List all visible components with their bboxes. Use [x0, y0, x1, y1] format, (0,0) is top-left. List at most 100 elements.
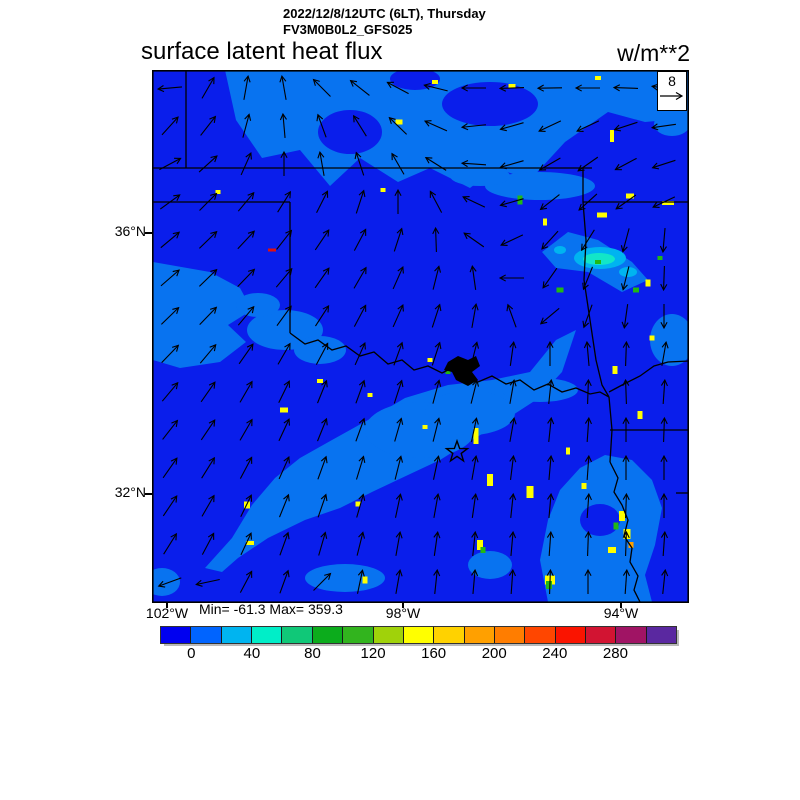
- flux-field-speck: [637, 411, 643, 419]
- wind-vector: [157, 86, 183, 90]
- wind-vector-head: [284, 342, 291, 351]
- wind-vector: [586, 455, 590, 481]
- wind-vector-head: [584, 454, 592, 463]
- wind-vector: [625, 531, 627, 557]
- wind-vector-head: [471, 455, 479, 463]
- wind-vector: [425, 157, 447, 171]
- wind-vector-head: [397, 265, 404, 274]
- wind-vector: [652, 196, 676, 208]
- flux-field-speck: [362, 576, 368, 584]
- wind-vector-head: [622, 378, 630, 387]
- colorbar-segment: [373, 627, 404, 643]
- wind-vector-head: [423, 82, 431, 90]
- wind-vector-head: [359, 304, 367, 312]
- wind-vector-head: [660, 454, 668, 462]
- flux-field-speck: [608, 547, 616, 553]
- wind-vector: [160, 307, 180, 325]
- wind-vector: [275, 268, 293, 288]
- map-frame: [152, 70, 689, 603]
- wind-vector-head: [613, 124, 622, 132]
- wind-vector: [200, 381, 216, 403]
- wind-vector: [160, 269, 180, 287]
- wind-vector-head: [359, 228, 367, 236]
- wind-vector-head: [471, 417, 479, 425]
- lat-axis-tick: [145, 232, 153, 234]
- wind-vector: [199, 193, 217, 211]
- wind-vector: [355, 418, 365, 442]
- wind-vector: [276, 230, 292, 250]
- wind-vector-head: [498, 84, 507, 92]
- wind-vector: [581, 229, 595, 251]
- wind-vector-head: [207, 532, 215, 540]
- wind-vector-head: [208, 494, 215, 503]
- wind-vector: [316, 191, 328, 213]
- wind-vector: [199, 344, 217, 364]
- wind-vector-head: [358, 455, 366, 464]
- wind-vector: [582, 266, 594, 290]
- lon-axis-tick: [166, 602, 168, 608]
- wind-vector-head: [247, 268, 256, 276]
- flux-field-speck: [612, 366, 618, 374]
- wind-vector: [279, 570, 289, 594]
- wind-vector: [509, 456, 515, 480]
- wind-vector-head: [246, 418, 253, 427]
- wind-vector-head: [279, 112, 287, 121]
- flux-field-patch: [554, 246, 566, 254]
- wind-vector: [434, 570, 438, 594]
- flux-field-patch: [153, 262, 252, 368]
- flux-field-speck: [546, 581, 552, 589]
- colorbar-segment: [494, 627, 526, 643]
- flux-field-speck: [657, 256, 663, 260]
- wind-vector-head: [395, 569, 403, 577]
- wind-vector-head: [434, 265, 442, 273]
- wind-vector: [578, 193, 598, 211]
- wind-vector: [576, 120, 600, 132]
- wind-vector: [507, 304, 517, 328]
- wind-vector-head: [285, 229, 293, 238]
- wind-vector-head: [245, 532, 252, 540]
- wind-vector: [161, 116, 179, 136]
- wind-vector: [237, 192, 255, 212]
- wind-vector-head: [615, 202, 623, 210]
- wind-vector: [392, 304, 404, 328]
- wind-vector: [510, 494, 514, 518]
- wind-vector-head: [433, 493, 441, 501]
- wind-vector-head: [462, 196, 470, 203]
- wind-vector-head: [472, 341, 480, 349]
- wind-vector-head: [499, 200, 507, 208]
- wind-vector: [429, 191, 443, 213]
- wind-vector: [509, 418, 515, 442]
- flux-field-speck: [422, 425, 428, 429]
- wind-vector-head: [584, 568, 592, 576]
- wind-vector: [356, 494, 364, 518]
- wind-vector: [500, 122, 524, 130]
- wind-vector: [586, 417, 590, 443]
- flux-field-speck: [619, 511, 625, 521]
- flux-field-patch: [468, 551, 512, 579]
- wind-vector-head: [245, 494, 253, 502]
- wind-vector: [433, 494, 439, 518]
- wind-vector: [239, 419, 253, 441]
- wind-vector-head: [577, 164, 585, 172]
- wind-vector: [393, 380, 403, 404]
- wind-vector-head: [283, 455, 290, 464]
- wind-vector: [652, 159, 676, 169]
- wind-vector: [615, 157, 637, 171]
- colorbar: [160, 626, 677, 644]
- wind-vector: [355, 152, 365, 176]
- wind-vector-head: [434, 379, 442, 387]
- wind-vector: [663, 417, 665, 443]
- wind-vector: [661, 342, 667, 366]
- wind-vector: [278, 380, 290, 404]
- wind-vector: [315, 305, 329, 327]
- wind-vector: [353, 115, 367, 137]
- wind-vector: [462, 124, 486, 128]
- wind-vector-head: [433, 568, 441, 577]
- wind-vector-head: [578, 203, 586, 211]
- wind-vector: [500, 198, 524, 206]
- wind-vector: [394, 456, 402, 480]
- wind-vector-head: [171, 116, 179, 124]
- wind-vector: [587, 531, 589, 557]
- wind-vector-head: [358, 379, 366, 388]
- wind-vector: [663, 265, 665, 291]
